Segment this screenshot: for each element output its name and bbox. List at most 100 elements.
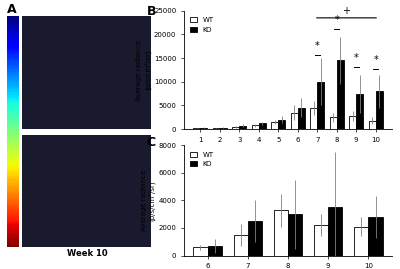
Bar	[7, 134, 19, 136]
Bar	[7, 192, 19, 194]
Bar	[7, 129, 19, 132]
Text: *: *	[354, 53, 359, 63]
Bar	[7, 111, 19, 113]
Bar	[7, 46, 19, 48]
Bar	[7, 104, 19, 106]
Bar	[22, 134, 152, 247]
Bar	[330, 117, 337, 129]
Bar	[7, 199, 19, 201]
Bar	[234, 235, 248, 256]
Bar	[7, 53, 19, 55]
Bar	[7, 227, 19, 229]
Text: *: *	[334, 15, 339, 25]
Bar	[7, 116, 19, 118]
Bar	[7, 217, 19, 220]
Bar	[7, 233, 19, 236]
Bar	[213, 128, 220, 129]
Bar	[7, 208, 19, 210]
Bar	[7, 23, 19, 25]
Bar	[278, 120, 285, 129]
Bar	[252, 125, 259, 129]
Bar	[350, 116, 356, 129]
Bar	[7, 65, 19, 67]
Bar	[7, 55, 19, 58]
Bar	[7, 90, 19, 93]
Bar	[7, 120, 19, 123]
Bar	[7, 240, 19, 243]
Bar	[248, 221, 262, 256]
Bar	[354, 226, 368, 256]
Bar	[291, 112, 298, 129]
Bar	[7, 136, 19, 139]
Bar	[7, 95, 19, 97]
Bar	[7, 81, 19, 83]
Bar	[7, 67, 19, 69]
Bar	[7, 169, 19, 171]
Bar	[7, 62, 19, 65]
Bar	[7, 132, 19, 134]
Bar	[7, 44, 19, 46]
Bar	[7, 113, 19, 116]
Bar	[7, 148, 19, 150]
Bar	[7, 190, 19, 192]
Bar	[7, 157, 19, 160]
Bar	[7, 51, 19, 53]
Bar	[328, 207, 342, 256]
Bar	[232, 127, 239, 129]
Bar	[7, 162, 19, 164]
Bar	[7, 72, 19, 74]
Bar	[298, 108, 304, 129]
Bar	[7, 236, 19, 238]
Bar	[7, 220, 19, 222]
Bar	[259, 123, 266, 129]
Bar	[7, 19, 19, 21]
Text: B: B	[146, 5, 156, 18]
Text: C: C	[146, 136, 156, 150]
Bar	[7, 183, 19, 185]
Bar	[7, 213, 19, 215]
Bar	[274, 210, 288, 256]
Text: +: +	[342, 6, 350, 16]
Bar	[376, 91, 382, 129]
Bar	[7, 109, 19, 111]
Bar	[7, 58, 19, 60]
Bar	[7, 206, 19, 208]
Bar	[7, 35, 19, 37]
Bar	[7, 245, 19, 247]
Bar	[7, 127, 19, 129]
Bar	[7, 143, 19, 146]
Bar	[337, 61, 344, 129]
Bar	[7, 86, 19, 88]
Bar	[7, 42, 19, 44]
Bar	[7, 28, 19, 30]
Y-axis label: Average radiance
(p/s/cm²/sr): Average radiance (p/s/cm²/sr)	[141, 170, 156, 231]
Bar	[7, 178, 19, 180]
Bar	[7, 238, 19, 240]
Bar	[7, 150, 19, 153]
Bar	[7, 139, 19, 141]
Bar	[7, 215, 19, 217]
Bar	[7, 30, 19, 32]
Bar	[200, 128, 207, 129]
Bar	[272, 122, 278, 129]
Bar	[7, 88, 19, 90]
Bar	[7, 74, 19, 76]
Bar	[7, 201, 19, 204]
Bar	[7, 37, 19, 39]
Bar	[7, 123, 19, 125]
Legend: WT, KO: WT, KO	[188, 149, 217, 170]
Bar	[356, 94, 363, 129]
Bar	[7, 231, 19, 233]
Bar	[7, 100, 19, 102]
Bar	[194, 128, 200, 129]
Bar	[7, 185, 19, 187]
Text: *: *	[373, 55, 378, 65]
Y-axis label: Average radiance
(p/s/cm²/sr): Average radiance (p/s/cm²/sr)	[136, 39, 151, 101]
Bar	[7, 176, 19, 178]
Bar	[7, 102, 19, 104]
Text: *: *	[315, 41, 320, 51]
Bar	[7, 32, 19, 35]
Bar	[7, 204, 19, 206]
Bar	[7, 69, 19, 72]
Bar	[7, 243, 19, 245]
